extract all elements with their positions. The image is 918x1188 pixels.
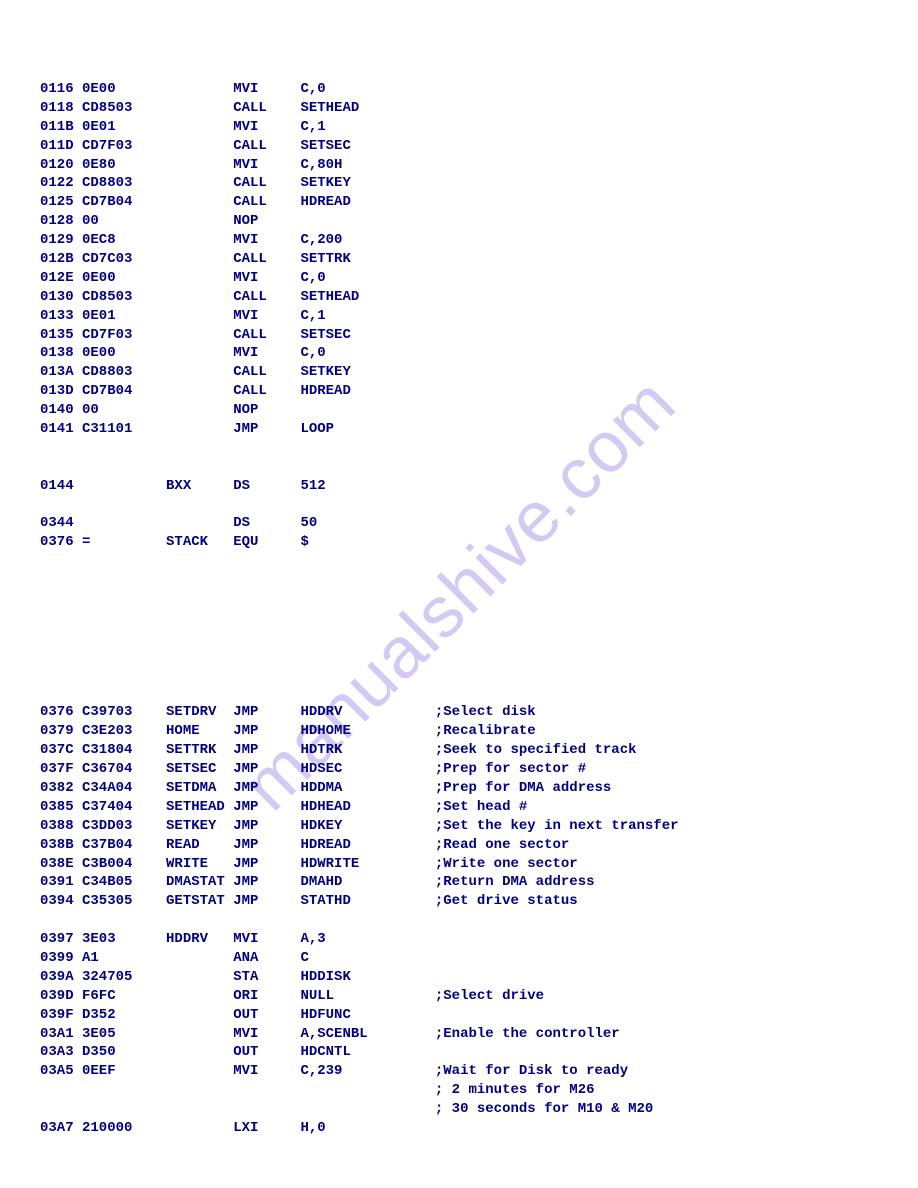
code-line <box>40 439 878 458</box>
code-line: 03A5 0EEF MVI C,239 ;Wait for Disk to re… <box>40 1062 878 1081</box>
code-line <box>40 685 878 704</box>
code-line: 0130 CD8503 CALL SETHEAD <box>40 288 878 307</box>
code-line: 011B 0E01 MVI C,1 <box>40 118 878 137</box>
code-line: 03A1 3E05 MVI A,SCENBL ;Enable the contr… <box>40 1025 878 1044</box>
code-line: 0376 C39703 SETDRV JMP HDDRV ;Select dis… <box>40 703 878 722</box>
code-line: 0397 3E03 HDDRV MVI A,3 <box>40 930 878 949</box>
code-line: 0385 C37404 SETHEAD JMP HDHEAD ;Set head… <box>40 798 878 817</box>
code-line: ; 30 seconds for M10 & M20 <box>40 1100 878 1119</box>
code-line: 0116 0E00 MVI C,0 <box>40 80 878 99</box>
code-line: 0344 DS 50 <box>40 514 878 533</box>
code-line <box>40 911 878 930</box>
code-line: 0125 CD7B04 CALL HDREAD <box>40 193 878 212</box>
code-line: 011D CD7F03 CALL SETSEC <box>40 137 878 156</box>
code-line: 0129 0EC8 MVI C,200 <box>40 231 878 250</box>
code-line: 0399 A1 ANA C <box>40 949 878 968</box>
code-line <box>40 571 878 590</box>
code-line <box>40 552 878 571</box>
code-line: 038E C3B004 WRITE JMP HDWRITE ;Write one… <box>40 855 878 874</box>
code-line: 012B CD7C03 CALL SETTRK <box>40 250 878 269</box>
code-line: 03A3 D350 OUT HDCNTL <box>40 1043 878 1062</box>
code-line: ; 2 minutes for M26 <box>40 1081 878 1100</box>
code-line <box>40 609 878 628</box>
assembly-listing: 0116 0E00 MVI C,0 0118 CD8503 CALL SETHE… <box>40 80 878 1138</box>
code-line: 0379 C3E203 HOME JMP HDHOME ;Recalibrate <box>40 722 878 741</box>
code-line: 0128 00 NOP <box>40 212 878 231</box>
code-line: 012E 0E00 MVI C,0 <box>40 269 878 288</box>
code-line: 0122 CD8803 CALL SETKEY <box>40 174 878 193</box>
code-line: 037C C31804 SETTRK JMP HDTRK ;Seek to sp… <box>40 741 878 760</box>
code-line: 039A 324705 STA HDDISK <box>40 968 878 987</box>
code-line: 0141 C31101 JMP LOOP <box>40 420 878 439</box>
code-line: 0133 0E01 MVI C,1 <box>40 307 878 326</box>
code-line: 0120 0E80 MVI C,80H <box>40 156 878 175</box>
code-line: 0376 = STACK EQU $ <box>40 533 878 552</box>
code-line <box>40 496 878 515</box>
code-line <box>40 458 878 477</box>
code-line: 0388 C3DD03 SETKEY JMP HDKEY ;Set the ke… <box>40 817 878 836</box>
code-line: 013D CD7B04 CALL HDREAD <box>40 382 878 401</box>
code-line: 0140 00 NOP <box>40 401 878 420</box>
code-line <box>40 666 878 685</box>
code-line <box>40 590 878 609</box>
code-line: 038B C37B04 READ JMP HDREAD ;Read one se… <box>40 836 878 855</box>
code-line: 039D F6FC ORI NULL ;Select drive <box>40 987 878 1006</box>
code-line: 0382 C34A04 SETDMA JMP HDDMA ;Prep for D… <box>40 779 878 798</box>
code-line: 0394 C35305 GETSTAT JMP STATHD ;Get driv… <box>40 892 878 911</box>
code-line: 013A CD8803 CALL SETKEY <box>40 363 878 382</box>
code-line: 039F D352 OUT HDFUNC <box>40 1006 878 1025</box>
code-line: 0135 CD7F03 CALL SETSEC <box>40 326 878 345</box>
code-line: 0144 BXX DS 512 <box>40 477 878 496</box>
code-line: 0138 0E00 MVI C,0 <box>40 344 878 363</box>
code-line: 0118 CD8503 CALL SETHEAD <box>40 99 878 118</box>
code-line: 037F C36704 SETSEC JMP HDSEC ;Prep for s… <box>40 760 878 779</box>
code-line: 0391 C34B05 DMASTAT JMP DMAHD ;Return DM… <box>40 873 878 892</box>
code-line <box>40 647 878 666</box>
code-line <box>40 628 878 647</box>
code-line: 03A7 210000 LXI H,0 <box>40 1119 878 1138</box>
